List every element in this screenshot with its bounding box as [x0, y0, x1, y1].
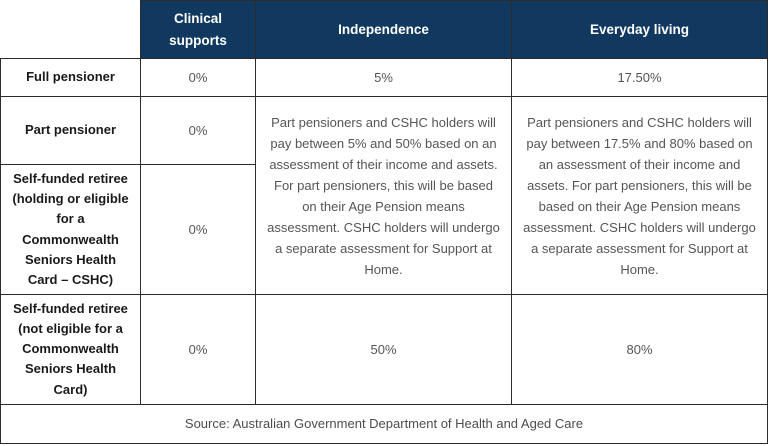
row-label-self-funded-cshc: Self-funded retiree (holding or eligible… — [0, 164, 141, 295]
cell-self-funded-cshc-clinical: 0% — [140, 164, 256, 295]
cell-merged-independence-note: Part pensioners and CSHC holders will pa… — [255, 96, 512, 295]
table-row-part-pensioner: Part pensioner 0% Part pensioners and CS… — [0, 96, 768, 295]
cell-merged-everyday-note: Part pensioners and CSHC holders will pa… — [511, 96, 768, 295]
cell-self-funded-no-card-clinical: 0% — [140, 294, 256, 405]
row-label-full-pensioner: Full pensioner — [0, 58, 141, 97]
cell-self-funded-no-card-everyday: 80% — [511, 294, 768, 405]
table-row-full-pensioner: Full pensioner 0% 5% 17.50% — [0, 58, 768, 97]
table-row-self-funded-cshc: Self-funded retiree (holding or eligible… — [0, 164, 768, 295]
cell-full-pensioner-independence: 5% — [255, 58, 512, 97]
table-row-self-funded-no-card: Self-funded retiree (not eligible for a … — [0, 294, 768, 405]
table-source-row: Source: Australian Government Department… — [0, 403, 768, 444]
cell-self-funded-no-card-independence: 50% — [255, 294, 512, 405]
cell-full-pensioner-clinical: 0% — [140, 58, 256, 97]
cell-full-pensioner-everyday: 17.50% — [511, 58, 768, 97]
column-header-independence: Independence — [255, 0, 512, 59]
row-label-self-funded-no-card: Self-funded retiree (not eligible for a … — [0, 294, 141, 405]
blank-corner-cell — [0, 0, 141, 59]
table-header-row: Clinical supports Independence Everyday … — [0, 0, 768, 59]
row-label-part-pensioner: Part pensioner — [0, 96, 141, 165]
source-attribution: Source: Australian Government Department… — [0, 403, 768, 444]
column-header-everyday-living: Everyday living — [511, 0, 768, 59]
column-header-clinical-supports: Clinical supports — [140, 0, 256, 59]
cell-part-pensioner-clinical: 0% — [140, 96, 256, 165]
